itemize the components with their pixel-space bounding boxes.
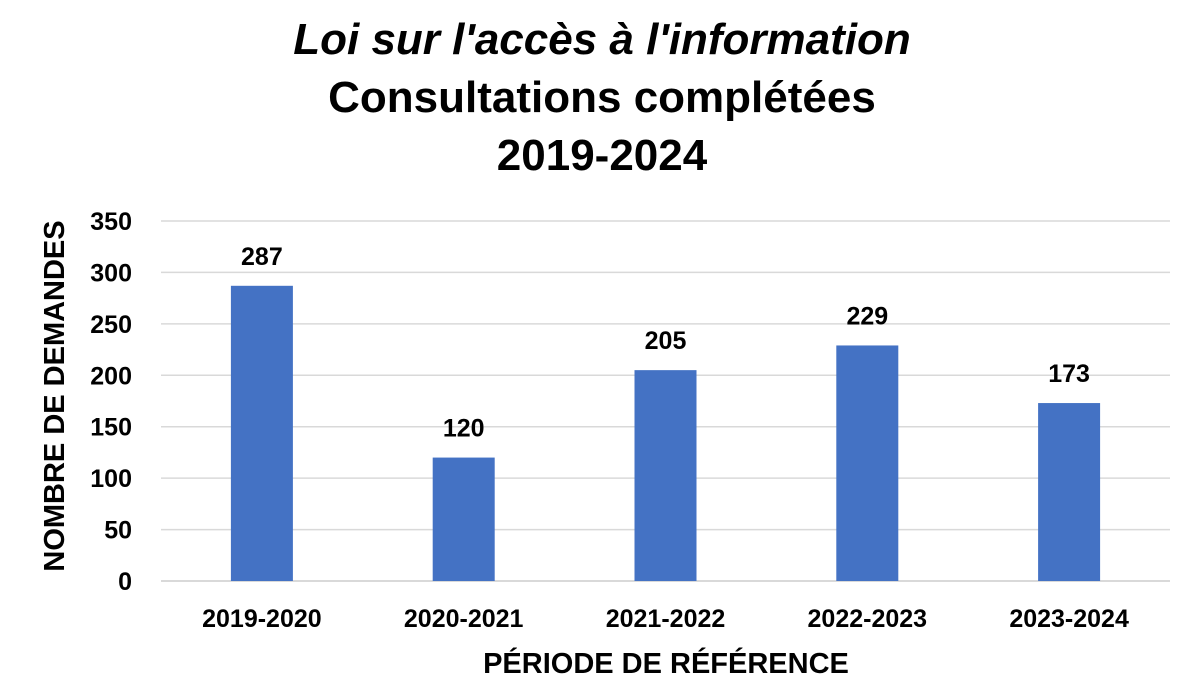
data-label: 205 [645, 327, 687, 355]
x-tick-label: 2020-2021 [404, 605, 524, 633]
y-tick-label: 300 [90, 259, 132, 287]
y-tick-label: 350 [90, 208, 132, 236]
bar [1038, 403, 1101, 581]
bars [230, 285, 1101, 581]
x-axis-title: PÉRIODE DE RÉFÉRENCE [483, 646, 849, 680]
data-label: 287 [241, 243, 283, 271]
y-tick-label: 250 [90, 311, 132, 339]
y-axis-ticks: 0 50 100 150 200 250 300 350 [90, 208, 132, 596]
chart-title-line-2: Consultations complétées [328, 73, 876, 122]
bar [432, 457, 495, 581]
y-axis-title: NOMBRE DE DEMANDES [39, 220, 71, 571]
chart-title-line-1: Loi sur l'accès à l'information [293, 15, 911, 64]
x-axis-ticks: 2019-2020 2020-2021 2021-2022 2022-2023 2023… [202, 605, 1129, 633]
x-tick-label: 2019-2020 [202, 605, 322, 633]
data-label: 120 [443, 415, 485, 443]
x-tick-label: 2023-2024 [1009, 605, 1129, 633]
bar [634, 370, 697, 581]
x-tick-label: 2022-2023 [808, 605, 928, 633]
chart-title-line-3: 2019-2024 [496, 131, 708, 180]
bar [836, 345, 899, 581]
y-tick-label: 200 [90, 362, 132, 390]
y-tick-label: 0 [118, 568, 132, 596]
y-tick-label: 50 [104, 517, 132, 545]
data-labels: 287 120 205 229 173 [241, 243, 1090, 443]
data-label: 173 [1048, 360, 1090, 388]
bar [230, 285, 293, 581]
data-label: 229 [846, 302, 888, 330]
y-tick-label: 100 [90, 465, 132, 493]
y-tick-label: 150 [90, 414, 132, 442]
x-tick-label: 2021-2022 [606, 605, 726, 633]
